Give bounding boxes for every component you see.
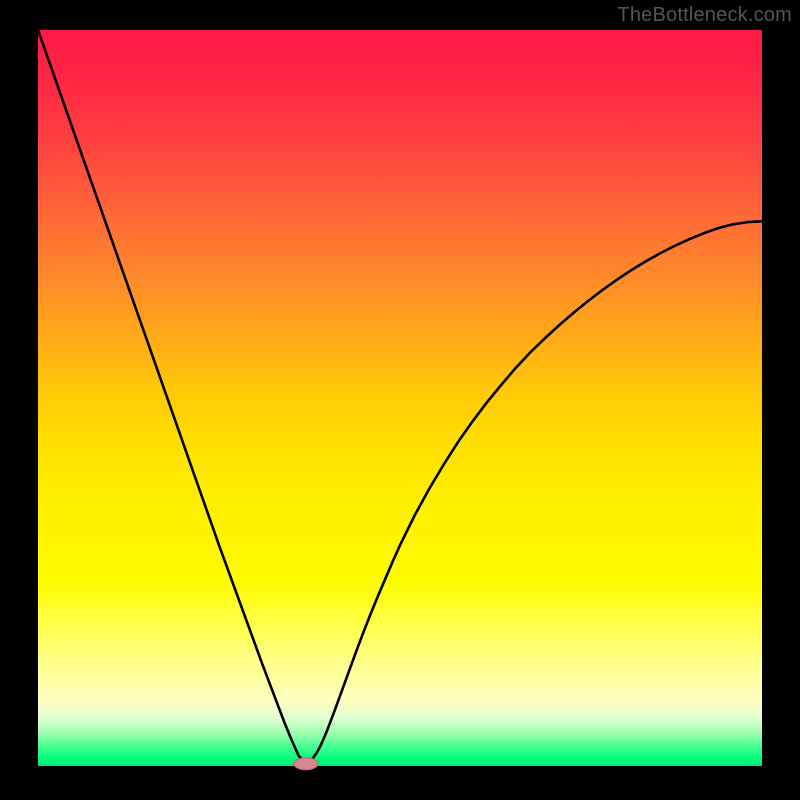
bottleneck-chart: TheBottleneck.com xyxy=(0,0,800,800)
optimal-point-marker xyxy=(294,758,318,770)
watermark-text: TheBottleneck.com xyxy=(617,4,792,27)
chart-svg xyxy=(0,0,800,800)
plot-background xyxy=(38,30,762,766)
